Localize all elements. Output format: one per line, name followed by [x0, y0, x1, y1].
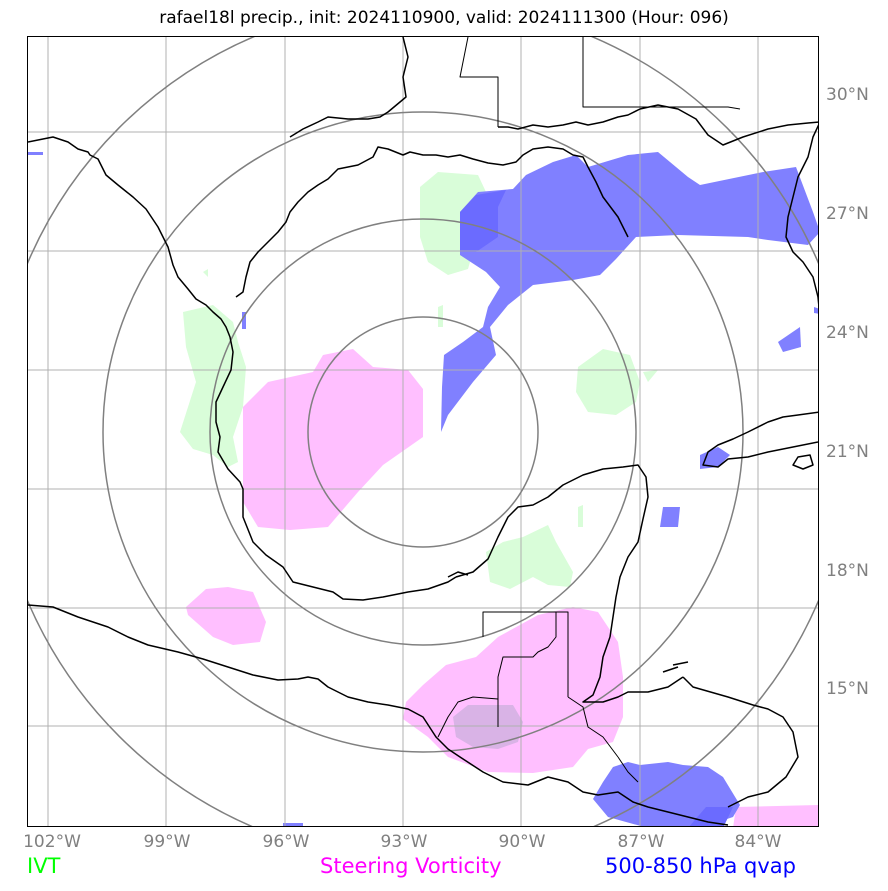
ivt-contours — [180, 172, 658, 589]
lon-label-90w: 90°W — [498, 832, 546, 852]
vorticity-contours — [186, 349, 818, 826]
lon-label-93w: 93°W — [380, 832, 428, 852]
lat-label-18n: 18°N — [826, 561, 869, 581]
lon-label-99w: 99°W — [143, 832, 191, 852]
lon-label-84w: 84°W — [734, 832, 782, 852]
distance-rings — [28, 37, 818, 826]
qvap-contours — [28, 152, 818, 826]
lat-label-15n: 15°N — [826, 679, 869, 699]
map-plot — [28, 37, 818, 826]
legend-qvap: 500-850 hPa qvap — [605, 854, 796, 878]
lat-lon-grid — [28, 37, 818, 826]
coastlines — [28, 37, 818, 826]
lat-label-24n: 24°N — [826, 323, 869, 343]
overlap-area — [453, 705, 523, 749]
lat-label-30n: 30°N — [826, 85, 869, 105]
lon-label-96w: 96°W — [262, 832, 310, 852]
legend-steering-vorticity: Steering Vorticity — [320, 854, 502, 878]
legend-ivt: IVT — [27, 854, 61, 878]
lat-label-27n: 27°N — [826, 204, 869, 224]
lon-label-87w: 87°W — [617, 832, 665, 852]
map-title: rafael18l precip., init: 2024110900, val… — [159, 8, 729, 28]
lat-label-21n: 21°N — [826, 442, 869, 462]
map-panel — [27, 36, 819, 827]
lon-label-102w: 102°W — [23, 832, 81, 852]
